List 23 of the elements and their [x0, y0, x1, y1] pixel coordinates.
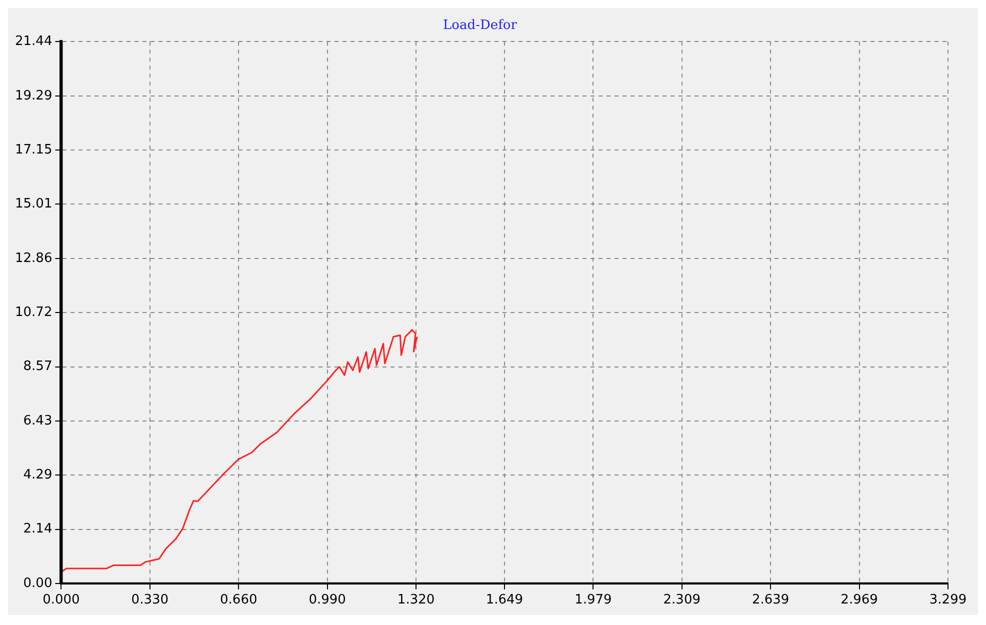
x-tick-label: 1.649	[486, 592, 524, 608]
x-tick-label: 3.299	[929, 592, 967, 608]
x-tick-label: 2.969	[840, 592, 878, 608]
y-tick-label: 4.29	[23, 467, 52, 482]
x-tick-label: 0.660	[220, 592, 258, 608]
y-tick-label: 15.01	[15, 196, 52, 212]
y-tick-label: 0.00	[23, 576, 52, 591]
chart-title: Load-Defor	[443, 18, 518, 34]
y-tick-label: 8.57	[23, 359, 52, 374]
y-tick-label: 12.86	[15, 250, 52, 266]
x-tick-label: 0.000	[42, 592, 80, 608]
x-tick-label: 2.639	[752, 592, 790, 608]
x-tick-label: 0.990	[308, 592, 346, 608]
x-tick-label: 1.979	[574, 592, 612, 608]
x-tick-label: 2.309	[663, 592, 700, 608]
y-tick-label: 21.44	[15, 34, 52, 49]
y-tick-label: 2.14	[23, 522, 52, 537]
y-tick-label: 19.29	[15, 88, 52, 104]
y-tick-label: 6.43	[23, 413, 52, 428]
x-tick-label: 0.330	[131, 592, 169, 608]
x-tick-label: 1.320	[397, 592, 435, 608]
y-tick-label: 17.15	[15, 142, 52, 158]
y-tick-label: 10.72	[15, 304, 52, 320]
